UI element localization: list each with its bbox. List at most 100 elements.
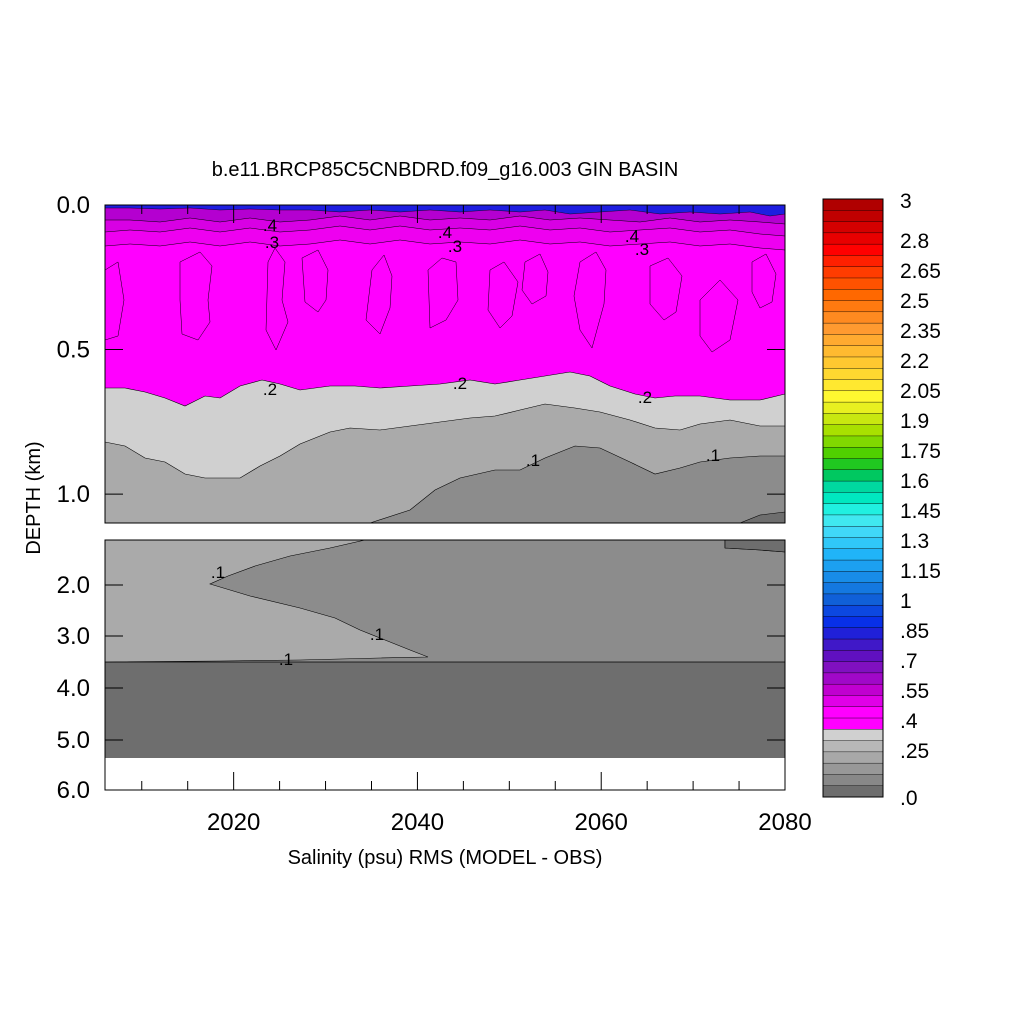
blob-upper-3 [301,249,329,313]
colorbar-swatch [822,289,884,302]
y-tick-label: 0.0 [57,192,90,219]
blob-upper-9 [649,257,683,321]
colorbar-swatch [822,717,884,730]
colorbar-swatch [822,277,884,290]
upper-panel-frame [104,204,786,524]
colorbar-swatch [822,762,884,775]
fill-mid-gray-lower [105,540,429,663]
colorbar-swatch [822,356,884,369]
blob-upper-7 [521,253,549,305]
colorbar-label: 1.75 [900,440,941,463]
contour-label: .1 [370,625,384,644]
y-tick-label: 3.0 [57,623,90,650]
colorbar-swatch [822,368,884,381]
colorbar-label: 2.5 [900,290,929,313]
colorbar-swatch [822,695,884,708]
chart-title: b.e11.BRCP85C5CNBDRD.f09_g16.003 GIN BAS… [212,159,679,181]
colorbar-swatch [822,503,884,516]
x-tick-label: 2040 [391,809,444,836]
colorbar-swatch [822,469,884,482]
colorbar-swatch [822,243,884,256]
lower-panel [105,540,785,790]
colorbar-label: 1 [900,590,912,613]
blob-upper-1 [179,251,213,341]
colorbar-swatch [822,232,884,245]
colorbar-label: .7 [900,650,918,673]
y-tick-label: 2.0 [57,572,90,599]
colorbar-swatch [822,345,884,358]
contour-label: .4 [625,227,639,246]
colorbar-swatch [822,672,884,685]
y-tick-label: 4.0 [57,675,90,702]
colorbar-swatch [822,198,884,211]
contour-label: .1 [211,563,225,582]
lower-panel-frame [104,539,786,791]
colorbar-swatch [822,774,884,787]
colorbar-swatch [822,526,884,538]
y-tick-label: 6.0 [57,777,90,804]
contour-label: .4 [438,223,452,242]
colorbar-swatch [822,593,884,606]
fill-blue-upper [105,205,785,217]
axes: 2020 2040 2060 2080 0.0 0.5 1.0 2.0 3.0 4.0 5.0 6.0 [57,192,812,836]
x-tick-label: 2060 [575,809,628,836]
y-tick-label: 0.5 [57,337,90,364]
colorbar-swatch [822,480,884,493]
colorbar: 3 2.8 2.65 2.5 2.35 2.2 2.05 1.9 1.75 1.6 1.45 1.3 1… [822,190,941,810]
colorbar-swatch [822,210,884,223]
colorbar-label: .4 [900,710,918,733]
contour-label: .4 [263,216,277,235]
blob-upper-5 [427,257,459,329]
colorbar-label: 2.65 [900,260,941,283]
colorbar-swatch [822,266,884,279]
colorbar-swatch [822,559,884,572]
fill-dark-corner-lower [724,540,785,553]
blob-upper-10 [751,253,777,309]
blob-upper-12 [105,261,125,341]
colorbar-swatch [822,255,884,268]
blob-upper-11 [699,279,739,353]
y-axis-label: DEPTH (km) [23,441,45,554]
colorbar-swatch [822,514,884,527]
colorbar-label: 1.9 [900,410,929,433]
blob-upper-8 [573,251,607,349]
contour-labels: .4.3.4.3.4.3.2.2.2.1.1.1.1.1 [211,216,720,669]
colorbar-swatch [822,604,884,617]
blob-upper-6 [487,261,519,329]
colorbar-swatch [822,311,884,324]
colorbar-swatch [822,390,884,403]
contour-label: .2 [453,374,467,393]
colorbar-swatch [822,548,884,561]
blob-upper-4 [365,254,393,335]
colorbar-swatch [822,424,884,437]
colorbar-label: 1.15 [900,560,941,583]
colorbar-label: 3 [900,190,912,213]
colorbar-swatch [822,683,884,696]
colorbar-swatch [822,300,884,313]
colorbar-swatch [822,650,884,663]
colorbar-swatch [822,751,884,764]
colorbar-frame [822,198,884,798]
colorbar-label: 2.2 [900,350,929,373]
colorbar-swatch [822,661,884,674]
colorbar-swatch [822,413,884,426]
contour-label: .1 [706,446,720,465]
colorbar-label: .85 [900,620,929,643]
colorbar-swatch [822,627,884,640]
colorbar-label: .55 [900,680,929,703]
colorbar-label: 2.35 [900,320,941,343]
colorbar-label: 2.05 [900,380,941,403]
colorbar-swatch [822,435,884,448]
colorbar-swatch [822,379,884,392]
contour-label: .1 [279,650,293,669]
contour-label: .1 [526,451,540,470]
x-tick-label: 2080 [758,809,811,836]
colorbar-label: 1.3 [900,530,929,553]
colorbar-swatch [822,221,884,234]
colorbar-swatch [822,322,884,335]
contour-label: .2 [263,380,277,399]
colorbar-label: 1.45 [900,500,941,523]
colorbar-label: .0 [900,787,918,810]
colorbar-swatch [822,447,884,460]
